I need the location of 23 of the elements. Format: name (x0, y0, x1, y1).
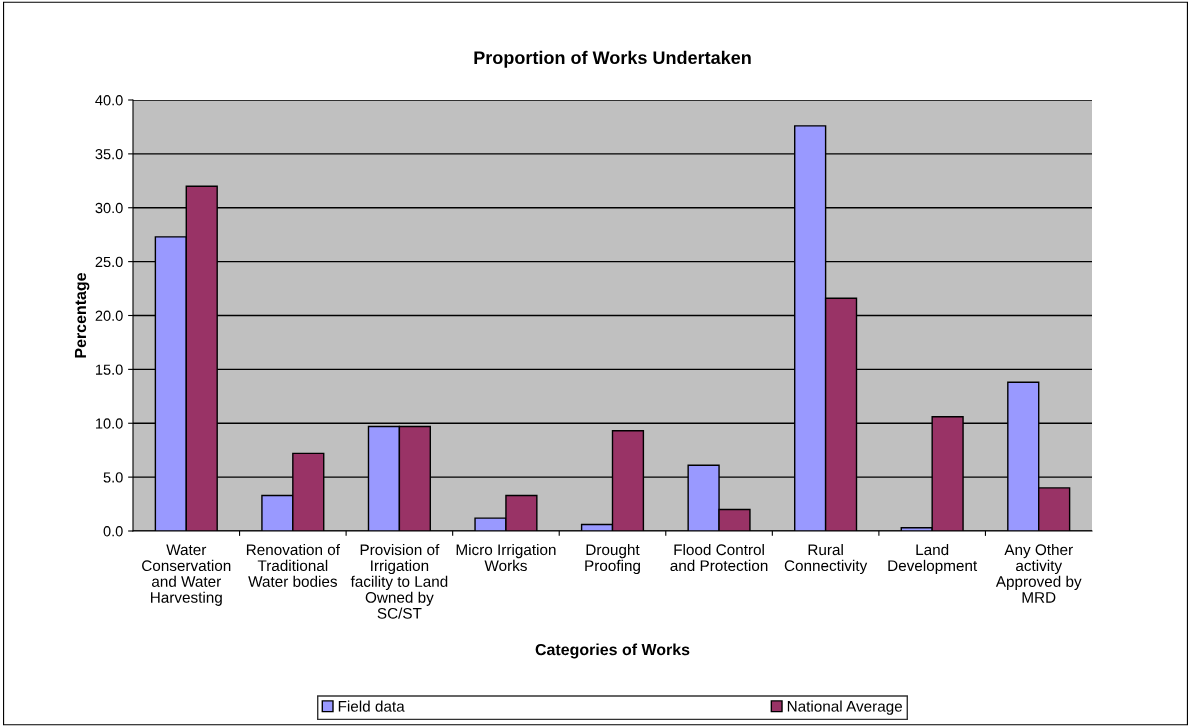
x-tick-label: Micro Irrigation Works (456, 543, 556, 572)
y-tick-label: 0.0 (103, 526, 123, 537)
legend-label: Field data (338, 700, 405, 712)
y-tick-label: 5.0 (103, 472, 123, 483)
y-tick-label: 15.0 (96, 364, 123, 375)
chart-title: Proportion of Works Undertaken (474, 50, 751, 68)
y-tick-label: 35.0 (95, 148, 123, 160)
x-tick-label: Drought Proofing (585, 543, 640, 575)
x-tick-label: Rural Connectivity (784, 543, 868, 575)
x-tick-label: Land Development (888, 543, 978, 575)
y-tick-label: 25.0 (95, 256, 123, 268)
legend-label: National Average (787, 700, 903, 715)
y-axis-title: Percentage (74, 272, 90, 358)
x-tick-label: Renovation of Traditional Water bodies (246, 543, 340, 587)
x-tick-label: Water Conservation and Water Harvesting (142, 544, 231, 606)
x-tick-label: Any Other activity Approved by MRD (995, 543, 1082, 603)
x-axis-title: Categories of Works (535, 643, 690, 659)
x-tick-label: Provision of Irrigation facility to Land Owned by SC/ST (350, 543, 448, 619)
y-tick-label: 10.0 (96, 418, 123, 429)
y-tick-label: 20.0 (95, 310, 123, 321)
x-tick-label: Flood Control and Protection (670, 543, 768, 572)
y-tick-label: 40.0 (95, 95, 123, 106)
y-tick-label: 30.0 (95, 202, 123, 214)
